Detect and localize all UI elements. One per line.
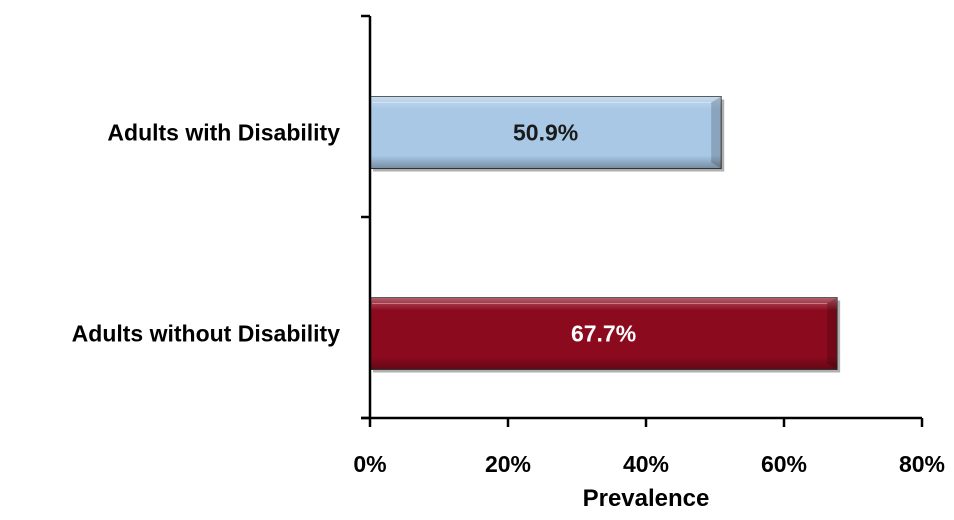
x-tick-label: 80%	[899, 451, 945, 477]
bars-layer	[369, 96, 841, 373]
labels-layer: 50.9% Adults with Disability 67.7% Adults w…	[72, 120, 945, 478]
bar-group	[369, 297, 841, 373]
x-tick-label: 20%	[485, 451, 531, 477]
bar-bevel	[370, 297, 838, 370]
axes-layer	[361, 14, 924, 427]
category-label: Adults with Disability	[107, 120, 340, 146]
bar-bevel	[370, 96, 722, 169]
category-label: Adults without Disability	[72, 321, 341, 347]
data-label: 67.7%	[571, 321, 636, 347]
bar-end-bevel	[711, 96, 722, 169]
x-tick-label: 0%	[353, 451, 386, 477]
x-axis-title: Prevalence	[583, 485, 710, 512]
data-label: 50.9%	[513, 120, 578, 146]
bar-group	[369, 96, 725, 172]
x-tick-label: 60%	[761, 451, 807, 477]
bar-end-bevel	[827, 297, 838, 370]
x-tick-label: 40%	[623, 451, 669, 477]
